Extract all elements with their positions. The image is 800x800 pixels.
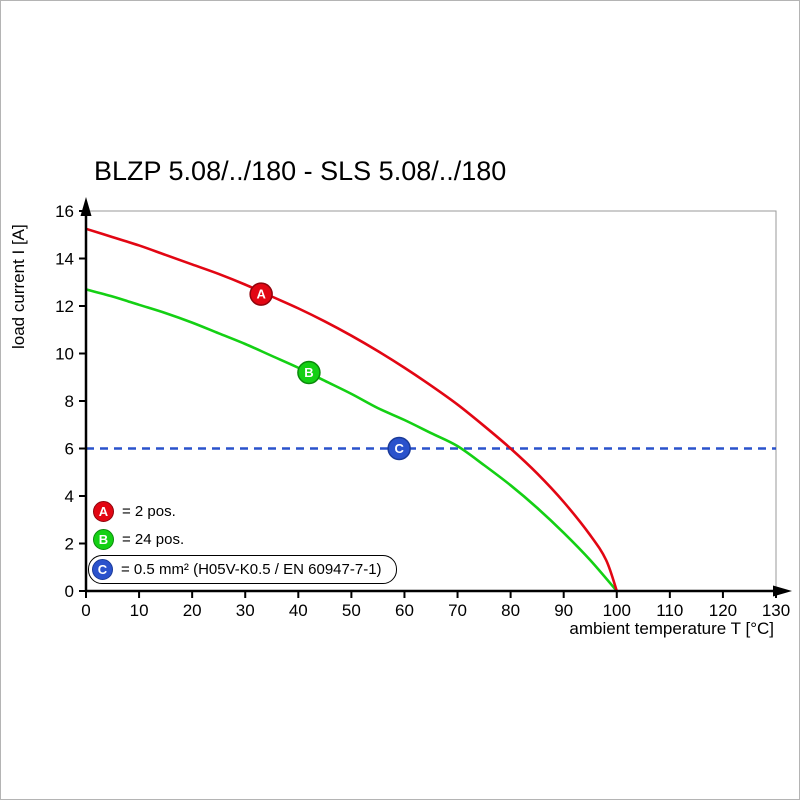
marker-circle [387, 436, 411, 461]
marker-b: B [297, 360, 321, 385]
legend-item-b: B = 24 pos. [93, 527, 397, 551]
y-axis-arrow [80, 197, 92, 216]
y-tick-label: 0 [65, 582, 74, 601]
x-tick-label: 50 [342, 601, 361, 620]
y-tick-label: 4 [65, 487, 74, 506]
marker-letter: C [394, 441, 404, 456]
x-tick-label: 60 [395, 601, 414, 620]
x-axis-label: ambient temperature T [°C] [569, 619, 774, 638]
marker-circle [297, 360, 321, 385]
legend-text-b: = 24 pos. [122, 530, 185, 548]
x-tick-label: 40 [289, 601, 308, 620]
y-tick-label: 10 [55, 345, 74, 364]
chart-legend: A = 2 pos. B = 24 pos. C = 0.5 mm² (H05V… [88, 499, 397, 588]
x-tick-label: 10 [130, 601, 149, 620]
legend-badge-a: A [93, 500, 114, 522]
x-axis-arrow [773, 585, 792, 597]
x-tick-label: 80 [501, 601, 520, 620]
marker-letter: B [304, 365, 313, 380]
marker-c: C [387, 436, 411, 461]
marker-a: A [249, 282, 273, 306]
curve-a [85, 227, 619, 592]
x-tick-label: 70 [448, 601, 467, 620]
legend-badge-b: B [93, 528, 114, 550]
x-tick-label: 120 [709, 601, 737, 620]
legend-badge-c: C [92, 559, 113, 580]
x-tick-label: 130 [762, 601, 790, 620]
x-tick-label: 0 [81, 601, 90, 620]
x-tick-label: 110 [656, 601, 683, 620]
y-tick-label: 6 [65, 440, 74, 459]
legend-item-a: A = 2 pos. [93, 499, 397, 523]
legend-text-a: = 2 pos. [122, 502, 176, 520]
marker-circle [249, 282, 273, 306]
curve-b [85, 288, 618, 592]
y-tick-label: 12 [55, 297, 74, 316]
y-tick-label: 8 [65, 392, 74, 411]
x-tick-label: 100 [603, 601, 631, 620]
y-tick-label: 2 [65, 535, 74, 554]
legend-item-c: C = 0.5 mm² (H05V-K0.5 / EN 60947-7-1) [88, 555, 397, 584]
chart-title: BLZP 5.08/../180 - SLS 5.08/../180 [94, 156, 507, 186]
legend-text-c: = 0.5 mm² (H05V-K0.5 / EN 60947-7-1) [121, 561, 382, 578]
x-tick-label: 90 [554, 601, 573, 620]
x-tick-label: 30 [236, 601, 255, 620]
y-tick-label: 14 [55, 250, 74, 269]
marker-letter: A [256, 287, 266, 302]
y-tick-label: 16 [55, 202, 74, 221]
x-tick-label: 20 [183, 601, 202, 620]
axes: 0 2 4 6 8 10 12 14 16 0 10 20 30 40 50 60 70 80 90 100 110 12… [55, 197, 792, 620]
